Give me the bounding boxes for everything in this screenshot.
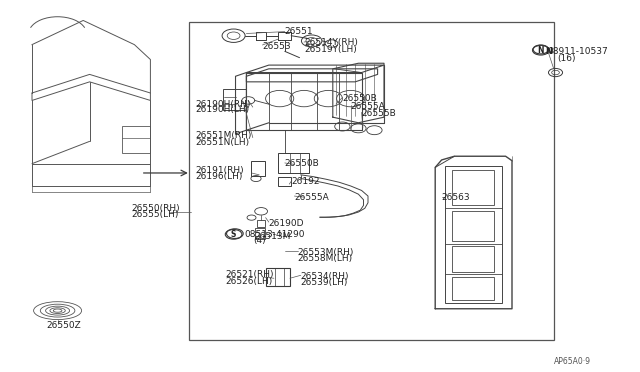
Text: 26550(RH): 26550(RH) [131, 204, 180, 213]
Text: AP65A0·9: AP65A0·9 [554, 357, 591, 366]
Text: 26551M(RH): 26551M(RH) [195, 131, 252, 140]
Bar [445, 166, 502, 303]
Text: 26539(LH): 26539(LH) [301, 278, 348, 287]
Text: 26519Y(LH): 26519Y(LH) [304, 45, 356, 54]
Text: 26191(RH): 26191(RH) [195, 166, 244, 174]
Text: 26513M: 26513M [255, 232, 291, 241]
Bar [452, 211, 494, 241]
Text: (4): (4) [253, 236, 266, 245]
Text: N: N [538, 46, 544, 55]
Text: 26553: 26553 [262, 42, 291, 51]
Text: 26190H(RH): 26190H(RH) [195, 100, 251, 109]
Text: 26555(LH): 26555(LH) [131, 210, 179, 219]
Text: 26551N(LH): 26551N(LH) [195, 138, 250, 147]
Text: 26553M(RH): 26553M(RH) [298, 248, 354, 257]
Bar [452, 277, 494, 300]
Bar [251, 161, 265, 176]
Text: N: N [546, 47, 552, 56]
Bar [278, 177, 291, 186]
Bar [223, 89, 246, 110]
Bar [122, 126, 150, 153]
Bar [255, 228, 265, 239]
Text: 26551: 26551 [285, 27, 314, 36]
Bar [257, 220, 265, 227]
Text: 26558M(LH): 26558M(LH) [298, 254, 353, 263]
Bar [452, 246, 494, 272]
Text: 26526(LH): 26526(LH) [225, 277, 273, 286]
Text: (16): (16) [557, 54, 575, 63]
Text: 26534(RH): 26534(RH) [301, 272, 349, 280]
Text: 26190D: 26190D [269, 219, 304, 228]
Text: 08513-41290: 08513-41290 [244, 230, 305, 239]
Text: 26555A: 26555A [351, 102, 385, 110]
Text: 26550B: 26550B [285, 159, 319, 168]
Text: 26555B: 26555B [362, 109, 396, 118]
Text: 26555A: 26555A [294, 193, 329, 202]
Text: 26521(RH): 26521(RH) [225, 270, 274, 279]
Bar [452, 170, 494, 205]
Text: 26190H(LH): 26190H(LH) [195, 105, 250, 114]
Text: 26550B: 26550B [342, 94, 377, 103]
Bar [278, 153, 309, 173]
Text: 08911-10537: 08911-10537 [547, 47, 608, 56]
Text: 26550Z: 26550Z [46, 321, 81, 330]
Text: S: S [231, 230, 236, 239]
Text: 26514Y(RH): 26514Y(RH) [304, 38, 358, 47]
Text: 26192: 26192 [292, 177, 321, 186]
Bar [266, 268, 290, 286]
Bar [189, 22, 554, 340]
Text: 26563: 26563 [442, 193, 470, 202]
Text: 26196(LH): 26196(LH) [195, 172, 243, 181]
